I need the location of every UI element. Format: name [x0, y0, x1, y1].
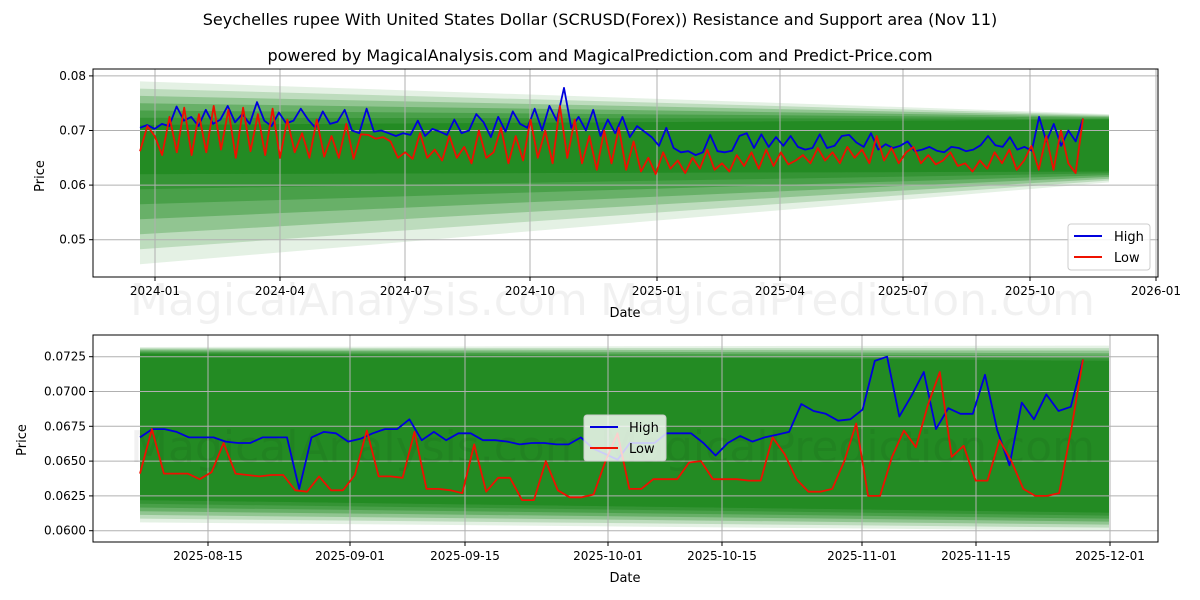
bottom-y-axis-label: Price: [15, 424, 30, 456]
svg-text:2025-04: 2025-04: [755, 284, 805, 298]
svg-text:2025-10-15: 2025-10-15: [687, 549, 757, 563]
bottom-price-chart: MagicalAnalysis.com MagicalPrediction.co…: [15, 334, 1159, 586]
top-axes-frame: [92, 68, 1159, 278]
top-x-axis-label: Date: [609, 306, 640, 321]
bottom-legend: High Low: [583, 414, 667, 462]
chart-title: Seychelles rupee With United States Doll…: [202, 10, 998, 29]
chart-subtitle: powered by MagicalAnalysis.com and Magic…: [267, 46, 933, 65]
legend-high-label-bottom: High: [629, 421, 659, 436]
svg-text:2024-04: 2024-04: [255, 284, 305, 298]
watermark-left-bottom: MagicalAnalysis.com: [130, 422, 588, 473]
top-axis-ticks: 2024-01 2024-04 2024-07 2024-10 2025-01 2025-…: [59, 69, 1181, 298]
svg-text:2024-01: 2024-01: [130, 284, 180, 298]
svg-text:2025-11-01: 2025-11-01: [827, 549, 897, 563]
top-y-axis-label: Price: [33, 160, 48, 192]
svg-text:2024-07: 2024-07: [380, 284, 430, 298]
svg-text:2024-10: 2024-10: [505, 284, 555, 298]
legend-low-label-bottom: Low: [629, 442, 655, 457]
svg-text:2025-11-15: 2025-11-15: [941, 549, 1011, 563]
legend-high-label: High: [1114, 230, 1144, 245]
svg-text:2025-01: 2025-01: [632, 284, 682, 298]
top-legend: High Low: [1067, 223, 1151, 271]
svg-text:2025-09-01: 2025-09-01: [315, 549, 385, 563]
svg-text:2025-10: 2025-10: [1005, 284, 1055, 298]
bottom-x-axis-label: Date: [609, 571, 640, 586]
svg-text:2025-07: 2025-07: [878, 284, 928, 298]
bottom-axes-frame: [92, 334, 1159, 543]
svg-text:2026-01: 2026-01: [1131, 284, 1181, 298]
watermark-left: MagicalAnalysis.com: [130, 275, 588, 326]
watermark-right: MagicalPrediction.com: [600, 275, 1095, 326]
svg-text:0.0600: 0.0600: [44, 524, 86, 538]
bottom-axis-ticks: 2025-08-15 2025-09-01 2025-09-15 2025-10-01…: [44, 350, 1145, 563]
svg-text:0.0625: 0.0625: [44, 489, 86, 503]
svg-text:0.0725: 0.0725: [44, 350, 86, 364]
svg-text:0.05: 0.05: [59, 233, 86, 247]
svg-text:0.0650: 0.0650: [44, 454, 86, 468]
legend-low-label: Low: [1114, 251, 1140, 266]
top-grid: [93, 69, 1158, 277]
svg-text:0.08: 0.08: [59, 69, 86, 83]
svg-text:0.06: 0.06: [59, 178, 86, 192]
watermark-right-bottom: MagicalPrediction.com: [600, 422, 1095, 473]
top-resistance-support-band: [140, 81, 1109, 265]
svg-text:2025-12-01: 2025-12-01: [1075, 549, 1145, 563]
top-price-chart: MagicalAnalysis.com MagicalPrediction.co…: [33, 68, 1181, 326]
svg-text:2025-08-15: 2025-08-15: [173, 549, 243, 563]
svg-text:2025-10-01: 2025-10-01: [573, 549, 643, 563]
svg-text:0.0675: 0.0675: [44, 419, 86, 433]
svg-text:0.07: 0.07: [59, 124, 86, 138]
svg-text:0.0700: 0.0700: [44, 385, 86, 399]
top-price-lines: [139, 87, 1084, 176]
svg-text:2025-09-15: 2025-09-15: [430, 549, 500, 563]
